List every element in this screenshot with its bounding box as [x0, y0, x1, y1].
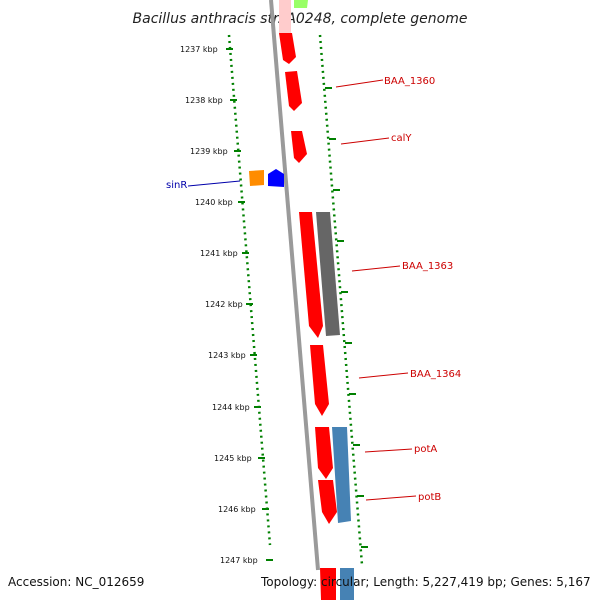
- cds-feature-bottom-red[interactable]: [320, 568, 336, 600]
- gene-labels: BAA_1360 calY sinR BAA_1363 BAA_1364 pot…: [166, 76, 461, 503]
- cds-feature-pota[interactable]: [315, 427, 333, 479]
- gene-label-potb[interactable]: potB: [418, 492, 441, 503]
- tick-label-1241: 1241 kbp: [200, 249, 238, 258]
- map-title: Bacillus anthracis str. A0248, complete …: [133, 11, 468, 27]
- leader-baa1364: [358, 372, 409, 379]
- accession-text: Accession: NC_012659: [8, 575, 144, 589]
- gene-label-baa1364[interactable]: BAA_1364: [410, 369, 461, 380]
- leader-caly: [340, 137, 390, 145]
- tick-label-1246: 1246 kbp: [218, 505, 256, 514]
- cds-feature-sinr[interactable]: [249, 170, 264, 186]
- cds-feature-top-green[interactable]: [294, 0, 308, 8]
- cds-feature-baa1363[interactable]: [299, 212, 323, 338]
- outer-tick-track: [318, 34, 364, 566]
- cds-feature-potb[interactable]: [318, 480, 337, 524]
- leader-sinr: [187, 180, 241, 187]
- cds-feature-caly[interactable]: [291, 131, 307, 163]
- leader-potb: [365, 495, 417, 501]
- genome-backbone: [269, 0, 320, 571]
- gene-label-baa1363[interactable]: BAA_1363: [402, 261, 453, 272]
- tick-label-1240: 1240 kbp: [195, 198, 233, 207]
- gene-label-baa1360[interactable]: BAA_1360: [384, 76, 435, 87]
- gene-label-leaders: [187, 79, 417, 501]
- tick-label-1242: 1242 kbp: [205, 300, 243, 309]
- gene-label-caly[interactable]: calY: [391, 133, 412, 144]
- leader-pota: [364, 448, 413, 453]
- cds-feature-baa1360[interactable]: [285, 71, 302, 111]
- genome-summary-text: Topology: circular; Length: 5,227,419 bp…: [260, 575, 591, 589]
- cds-feature-baa1363-dark[interactable]: [316, 212, 340, 336]
- tick-label-1244: 1244 kbp: [212, 403, 250, 412]
- cds-feature-baa1364[interactable]: [310, 345, 329, 416]
- tick-label-1239: 1239 kbp: [190, 147, 228, 156]
- tick-label-1245: 1245 kbp: [214, 454, 252, 463]
- cds-feature-sinr-partner[interactable]: [268, 169, 284, 187]
- cds-feature-bottom-blue[interactable]: [340, 568, 354, 600]
- cds-feature-pota-blue[interactable]: [332, 427, 351, 523]
- leader-baa1363: [351, 265, 401, 272]
- tick-label-1243: 1243 kbp: [208, 351, 246, 360]
- gene-label-pota[interactable]: potA: [414, 444, 437, 455]
- tick-label-1237: 1237 kbp: [180, 45, 218, 54]
- cds-feature-red-1[interactable]: [279, 33, 296, 64]
- cds-feature-top-pink[interactable]: [279, 0, 291, 35]
- leader-baa1360: [335, 79, 384, 88]
- tick-label-1238: 1238 kbp: [185, 96, 223, 105]
- inner-tick-track: [227, 34, 272, 546]
- tick-label-1247: 1247 kbp: [220, 556, 258, 565]
- kbp-ticks: 1237 kbp 1238 kbp 1239 kbp 1240 kbp 1241…: [180, 45, 368, 565]
- gene-label-sinr[interactable]: sinR: [166, 180, 187, 191]
